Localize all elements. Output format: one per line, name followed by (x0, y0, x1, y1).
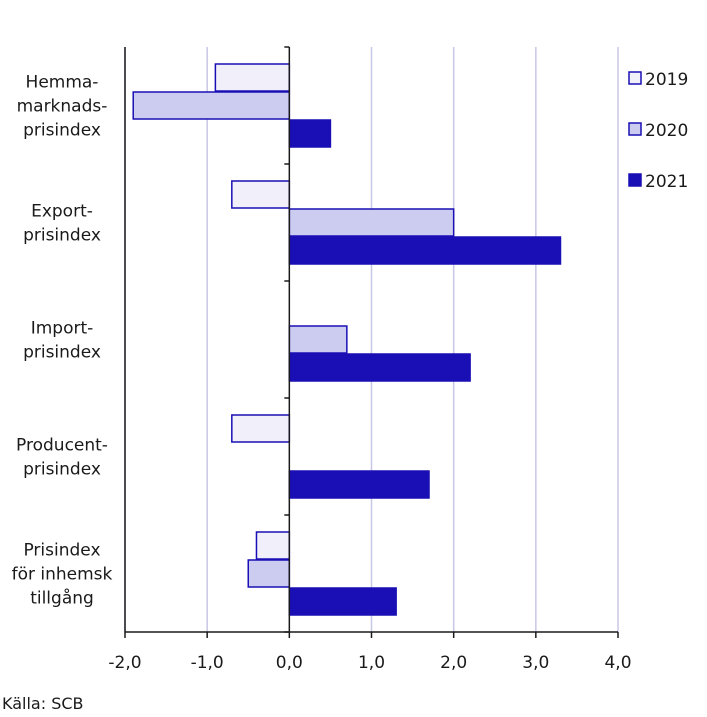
bar-2020-2 (288, 325, 348, 354)
x-tick-label: 0,0 (276, 653, 303, 673)
x-tick-label: -2,0 (108, 653, 141, 673)
bar-2019-3 (231, 414, 291, 443)
bar-2019-0 (214, 63, 291, 92)
x-tick-label: 4,0 (604, 653, 631, 673)
legend-swatch-2021 (628, 173, 642, 187)
legend-swatch-2019 (628, 71, 642, 85)
category-label: Import-prisindex (23, 319, 101, 363)
bar-2019-1 (231, 180, 291, 209)
legend-label-2021: 2021 (645, 172, 688, 192)
bar-2021-2 (288, 353, 471, 382)
category-label: Hemma-marknads-prisindex (17, 73, 108, 141)
bar-2021-4 (288, 587, 397, 616)
x-tick-label: 3,0 (522, 653, 549, 673)
legend-label-2020: 2020 (645, 121, 688, 141)
category-label: Prisindex för inhemsk tillgång (12, 541, 113, 609)
source-note: Källa: SCB (2, 694, 84, 713)
x-tick-label: -1,0 (191, 653, 224, 673)
bar-2020-1 (288, 208, 455, 237)
x-tick-label: 1,0 (358, 653, 385, 673)
axis-labels: -2,0 -1,0 0,0 1,0 2,0 3,0 4,0 Hemma-marknads-pr… (12, 73, 632, 674)
category-label: Producent-prisindex (16, 436, 108, 480)
bar-2019-4 (255, 531, 291, 560)
bar-2021-1 (288, 236, 562, 265)
legend-label-2019: 2019 (645, 70, 688, 90)
axes (124, 46, 619, 638)
x-tick-label: 2,0 (440, 653, 467, 673)
category-label: Export-prisindex (23, 202, 101, 246)
bar-2020-0 (132, 91, 291, 120)
legend: 2019 2020 2021 (628, 70, 688, 192)
bar-2021-0 (288, 119, 332, 148)
grid-lines (124, 47, 619, 632)
bar-2021-3 (288, 470, 430, 499)
legend-swatch-2020 (628, 122, 642, 136)
bars (132, 63, 562, 616)
bar-2020-4 (247, 559, 291, 588)
